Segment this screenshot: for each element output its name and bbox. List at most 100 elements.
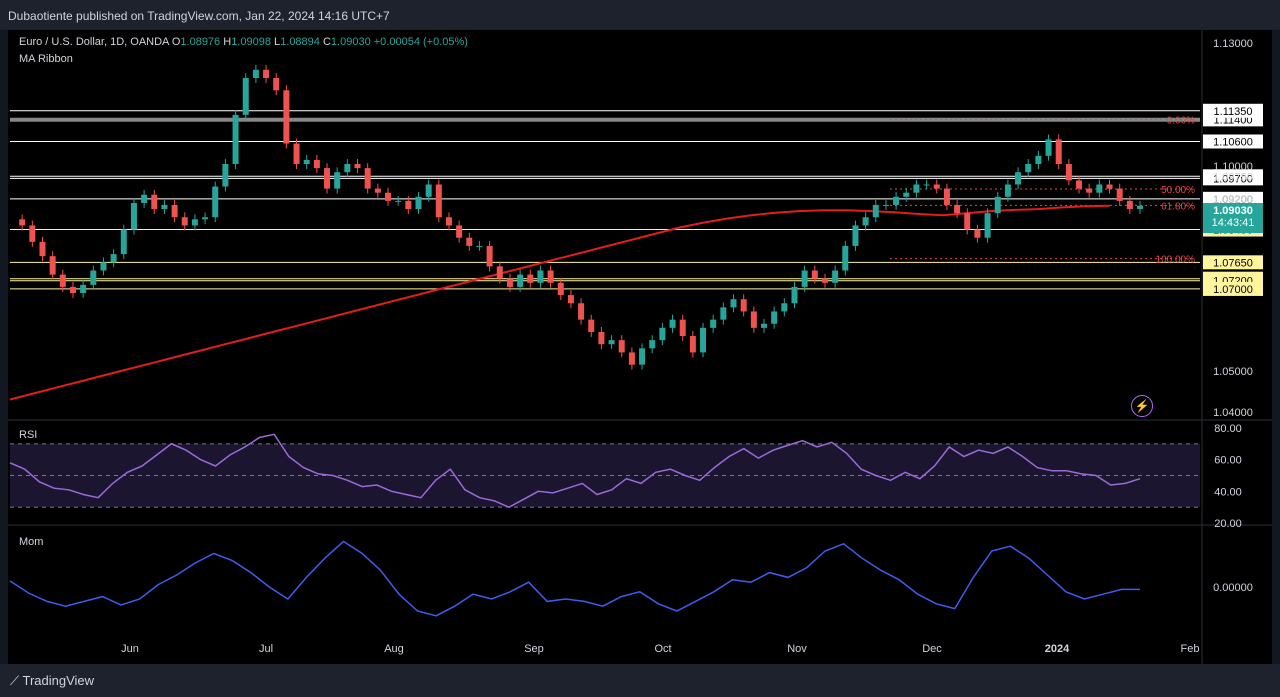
level-tag-bg-1 [1203, 103, 1263, 118]
level-tag-7: 1.07650 [1213, 257, 1253, 269]
candle-body-61 [628, 352, 635, 365]
open-label: O [171, 36, 181, 48]
last-price: 1.09030 [1213, 205, 1253, 217]
footer: ⟋ TradingView [0, 664, 1280, 697]
price-tick-2: 1.09750 [1213, 171, 1253, 183]
rsi-label[interactable]: RSI [19, 429, 38, 441]
level-tag-bg-2 [1203, 134, 1263, 149]
mom-line [9, 540, 1140, 617]
level-tag-2: 1.10600 [1213, 136, 1253, 148]
candle-body-28 [293, 143, 300, 165]
candle-body-38 [395, 200, 402, 202]
candle-body-66 [679, 319, 686, 337]
candle-body-111 [1137, 205, 1143, 210]
x-tick-7: 2024 [1045, 643, 1070, 655]
mom-label[interactable]: Mom [19, 536, 44, 548]
candle-body-71 [730, 299, 737, 308]
candle-body-16 [171, 204, 178, 218]
high-value: 1.09098 [231, 36, 271, 48]
candle-body-82 [842, 245, 849, 271]
candle-body-81 [832, 270, 839, 283]
candle-body-2 [29, 225, 36, 242]
candle-body-51 [527, 274, 534, 283]
x-tick-8: Feb [1181, 643, 1200, 655]
candle-body-78 [801, 270, 808, 287]
level-tag-bg-4 [1203, 171, 1263, 186]
tradingview-logo[interactable]: ⟋ TradingView [10, 673, 95, 688]
x-tick-4: Oct [654, 643, 671, 655]
candle-body-75 [771, 311, 778, 324]
candle-body-30 [313, 159, 320, 169]
candle-body-54 [557, 282, 564, 296]
lightning-icon[interactable]: ⚡ [1131, 395, 1153, 417]
candle-body-88 [903, 192, 910, 197]
candle-body-87 [893, 196, 900, 205]
candle-body-104 [1065, 164, 1072, 181]
candle-body-4 [49, 256, 56, 275]
candle-body-83 [852, 225, 859, 246]
ma-ribbon-label[interactable]: MA Ribbon [19, 53, 73, 65]
candle-body-19 [202, 217, 209, 220]
candle-body-108 [1106, 184, 1113, 189]
candle-body-97 [994, 196, 1001, 214]
candle-body-34 [354, 164, 361, 169]
candle-body-11 [120, 229, 127, 255]
candle-body-12 [130, 202, 137, 230]
candle-body-72 [740, 299, 747, 312]
candle-body-89 [913, 184, 920, 193]
candle-body-67 [689, 336, 696, 353]
low-label: L [274, 36, 281, 48]
candle-body-63 [649, 340, 656, 349]
ma-ribbon-line [9, 204, 1111, 401]
candle-body-85 [872, 204, 879, 218]
candle-body-9 [100, 262, 107, 271]
close-label: C [322, 36, 331, 48]
candle-body-93 [954, 204, 961, 214]
candle-body-40 [415, 196, 422, 210]
price-tick-0: 1.13000 [1213, 38, 1253, 50]
candle-body-25 [263, 69, 270, 79]
candle-body-20 [212, 186, 219, 218]
candle-body-48 [496, 266, 503, 279]
level-tag-1: 1.11350 [1214, 106, 1253, 118]
rsi-line [9, 433, 1141, 509]
x-tick-6: Dec [922, 643, 942, 655]
level-tag-bg-7 [1203, 255, 1263, 270]
candle-body-101 [1035, 155, 1042, 165]
candle-body-102 [1045, 139, 1052, 156]
candle-body-29 [303, 159, 310, 165]
candle-body-90 [923, 184, 930, 186]
candle-body-99 [1015, 172, 1022, 185]
candle-body-39 [405, 200, 412, 210]
candle-body-42 [435, 184, 442, 218]
candle-body-74 [761, 323, 767, 328]
low-value: 1.08894 [280, 36, 320, 48]
candle-body-46 [476, 245, 483, 247]
candle-body-65 [669, 319, 676, 328]
candle-body-86 [882, 204, 889, 206]
candle-body-59 [608, 340, 615, 345]
candle-body-22 [232, 114, 239, 165]
candle-body-73 [750, 311, 757, 328]
candle-body-5 [59, 274, 66, 287]
fib-label-2: 61.80% [1161, 201, 1195, 212]
fib-label-3: 100.00% [1156, 255, 1196, 266]
candle-body-106 [1086, 188, 1093, 193]
candle-body-105 [1076, 180, 1083, 189]
candle-body-17 [181, 217, 188, 226]
candle-body-70 [720, 307, 727, 320]
candle-body-15 [161, 204, 168, 210]
candle-body-80 [821, 278, 828, 283]
candle-body-96 [984, 213, 991, 238]
candle-body-1 [19, 219, 26, 226]
candle-body-69 [710, 319, 717, 328]
candle-body-95 [974, 229, 981, 238]
rsi-tick-2: 40.00 [1214, 486, 1242, 498]
publisher-text: Dubaotiente published on TradingView.com… [8, 9, 390, 23]
candle-body-35 [364, 168, 371, 189]
candle-body-27 [283, 90, 290, 144]
level-tag-bg-10 [1203, 281, 1263, 296]
price-tick-6: 1.04000 [1213, 407, 1253, 419]
chart-area[interactable] [8, 30, 1272, 664]
